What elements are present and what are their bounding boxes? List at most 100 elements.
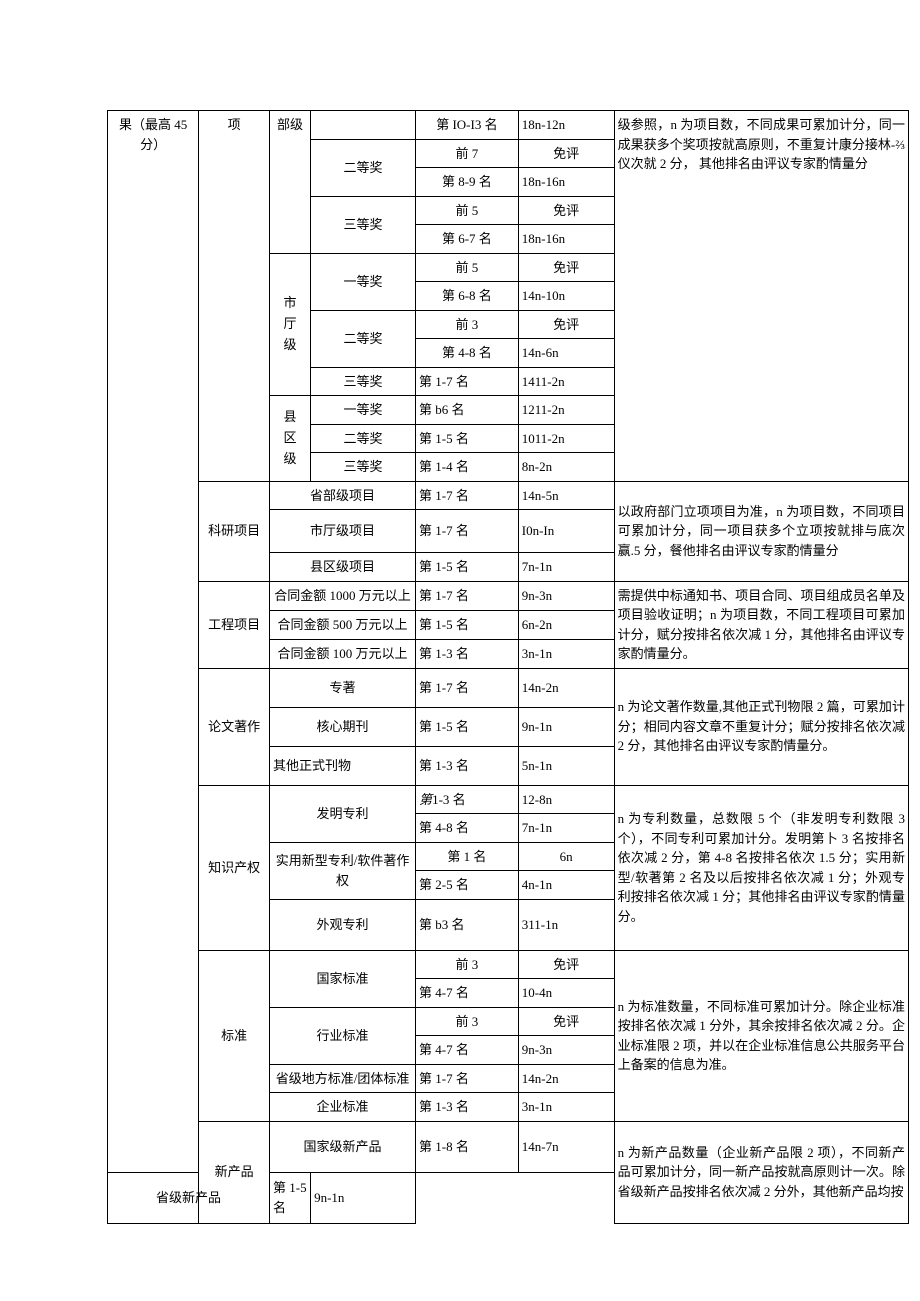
document-page: 果（最高 45 分） 项 部级 第 IO-I3 名 18n-12n 级参照，n … [0, 0, 920, 1224]
cat-col2: 项 [199, 111, 270, 482]
score: 9n-3n [518, 581, 614, 610]
award: 一等奖 [311, 396, 416, 425]
score: 14n-2n [518, 1064, 614, 1093]
score: 14n-7n [518, 1121, 614, 1172]
note-zhichan: n 为专利数量，总数限 5 个（非发明专利数限 3 个），不同专利可累加计分。发… [614, 785, 908, 950]
cat-lunwen: 论文著作 [199, 668, 270, 785]
award: 二等奖 [311, 139, 416, 196]
cell [311, 111, 416, 140]
rank: 第 1-7 名 [416, 1064, 519, 1093]
sub: 其他正式刊物 [270, 746, 416, 785]
rank: 第 6-8 名 [416, 282, 519, 311]
award: 二等奖 [311, 310, 416, 367]
sub: 行业标准 [270, 1007, 416, 1064]
rank: 第 1-5 名 [416, 610, 519, 639]
rank: 第 8-9 名 [416, 168, 519, 197]
note-top: 级参照，n 为项目数，不同成果可累加计分，同一成果获多个奖项按就高原则，不重复计… [614, 111, 908, 482]
score: 9n-3n [518, 1036, 614, 1065]
cat-keyan: 科研项目 [199, 481, 270, 581]
score: 免评 [518, 1007, 614, 1036]
score: 免评 [518, 196, 614, 225]
rank: 第 6-7 名 [416, 225, 519, 254]
score: 9n-1n [311, 1172, 416, 1223]
rank: 第 1-7 名 [416, 367, 519, 396]
score: 1211-2n [518, 396, 614, 425]
score: 12-8n [518, 785, 614, 814]
sub: 市厅级项目 [270, 510, 416, 553]
score: I0n-In [518, 510, 614, 553]
rank: 第 1-3 名 [416, 746, 519, 785]
sub: 合同金额 500 万元以上 [270, 610, 416, 639]
award: 三等奖 [311, 196, 416, 253]
level-buji: 部级 [270, 111, 311, 254]
scoring-table: 果（最高 45 分） 项 部级 第 IO-I3 名 18n-12n 级参照，n … [107, 110, 909, 1224]
rank: 第 1-5 名 [416, 424, 519, 453]
sub: 外观专利 [270, 899, 416, 950]
award: 二等奖 [311, 424, 416, 453]
cat-col1: 果（最高 45 分） [108, 111, 199, 1173]
score: 7n-1n [518, 814, 614, 843]
award: 三等奖 [311, 453, 416, 482]
rank: 第 1-7 名 [416, 581, 519, 610]
sub: 发明专利 [270, 785, 416, 842]
score: 14n-5n [518, 481, 614, 510]
rank: 第 4-8 名 [416, 814, 519, 843]
score: 1011-2n [518, 424, 614, 453]
sub: 国家级新产品 [270, 1121, 416, 1172]
rank: 第 1 名 [416, 842, 519, 871]
score: 免评 [518, 139, 614, 168]
score: 10-4n [518, 979, 614, 1008]
score: 9n-1n [518, 707, 614, 746]
rank: 第 1-5 名 [416, 553, 519, 582]
score: 311-1n [518, 899, 614, 950]
sub: 专著 [270, 668, 416, 707]
cat-gongcheng: 工程项目 [199, 581, 270, 668]
score: 14n-6n [518, 339, 614, 368]
rank: 第 b3 名 [416, 899, 519, 950]
rank: 第 IO-I3 名 [416, 111, 519, 140]
rank: 第 1-3 名 [416, 1093, 519, 1122]
rank: 第 1-5 名 [416, 707, 519, 746]
rank: 第 1-7 名 [416, 510, 519, 553]
rank: 第 1-8 名 [416, 1121, 519, 1172]
score: 1411-2n [518, 367, 614, 396]
sub: 合同金额 1000 万元以上 [270, 581, 416, 610]
rank: 前 5 [416, 253, 519, 282]
rank: 前 3 [416, 950, 519, 979]
score: 18n-16n [518, 168, 614, 197]
rank: 前 3 [416, 1007, 519, 1036]
sub: 省部级项目 [270, 481, 416, 510]
score: 18n-12n [518, 111, 614, 140]
rank: 第 1-3 名 [416, 639, 519, 668]
score: 6n [518, 842, 614, 871]
score: 6n-2n [518, 610, 614, 639]
rank: 第 2-5 名 [416, 871, 519, 900]
score: 3n-1n [518, 639, 614, 668]
sub: 实用新型专利/软件著作权 [270, 842, 416, 899]
note-lunwen: n 为论文著作数量,其他正式刊物限 2 篇，可累加计分；相同内容文章不重复计分；… [614, 668, 908, 785]
note-keyan: 以政府部门立项项目为准，n 为项目数，不同项目可累加计分，同一项目获多个立项按就… [614, 481, 908, 581]
rank: 前 3 [416, 310, 519, 339]
rank: 第 1-7 名 [416, 481, 519, 510]
sub: 企业标准 [270, 1093, 416, 1122]
level-shiting: 市厅级 [270, 253, 311, 396]
rank: 第 4-7 名 [416, 1036, 519, 1065]
rank: 第 1-5 名 [270, 1172, 311, 1223]
cat-zhichan: 知识产权 [199, 785, 270, 950]
rank: 第 4-7 名 [416, 979, 519, 1008]
sub: 合同金额 100 万元以上 [270, 639, 416, 668]
sub: 县区级项目 [270, 553, 416, 582]
score: 14n-2n [518, 668, 614, 707]
sub: 省级地方标准/团体标准 [270, 1064, 416, 1093]
rank: 前 7 [416, 139, 519, 168]
award: 三等奖 [311, 367, 416, 396]
score: 7n-1n [518, 553, 614, 582]
note-gongcheng: 需提供中标通知书、项目合同、项目组成员名单及项目验收证明；n 为项目数，不同工程… [614, 581, 908, 668]
score: 4n-1n [518, 871, 614, 900]
rank: 第 1-7 名 [416, 668, 519, 707]
rank: 第 b6 名 [416, 396, 519, 425]
cat-biaozhun: 标准 [199, 950, 270, 1121]
note-biaozhun: n 为标准数量，不同标准可累加计分。除企业标准按排名依次减 1 分外，其余按排名… [614, 950, 908, 1121]
score: 免评 [518, 310, 614, 339]
sub: 国家标准 [270, 950, 416, 1007]
